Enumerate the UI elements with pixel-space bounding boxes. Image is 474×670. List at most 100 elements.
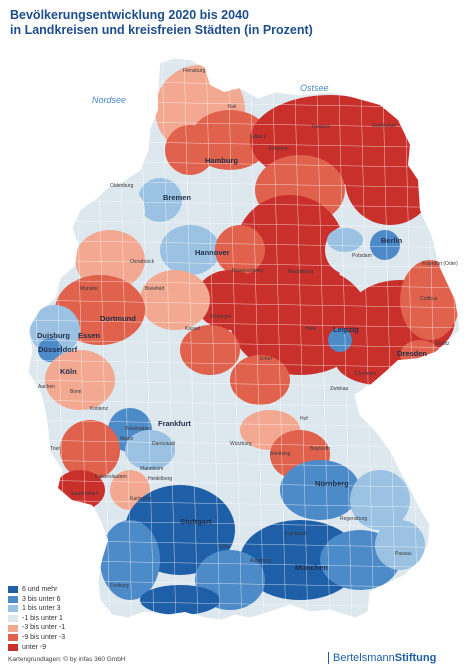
city-label-ulm: Ulm	[220, 544, 229, 550]
legend-item: -3 bis unter -1	[8, 623, 65, 633]
city-label-hof: Hof	[300, 416, 308, 422]
legend-item: 1 bis unter 3	[8, 604, 65, 614]
district-boundary	[28, 479, 460, 489]
region-zone	[75, 230, 145, 290]
city-label-chemnitz: Chemnitz	[355, 371, 377, 377]
city-label-nürnberg: Nürnberg	[315, 479, 349, 488]
region-zone	[400, 260, 460, 340]
city-label-lübeck: Lübeck	[250, 134, 267, 140]
legend-item: -1 bis unter 1	[8, 614, 65, 624]
city-label-dortmund: Dortmund	[100, 314, 136, 323]
legend-swatch	[8, 634, 18, 642]
city-label-freiburg: Freiburg	[110, 583, 129, 589]
legend-swatch	[8, 586, 18, 594]
city-label-darmstadt: Darmstadt	[152, 441, 176, 447]
city-label-kassel: Kassel	[185, 326, 200, 332]
district-boundary	[337, 58, 353, 620]
district-boundary	[28, 299, 460, 309]
sea-label-ostsee: Ostsee	[300, 83, 329, 93]
city-label-göttingen: Göttingen	[210, 314, 232, 320]
city-label-rostock: Rostock	[312, 124, 331, 130]
district-boundary	[28, 499, 460, 509]
region-zone	[370, 230, 400, 260]
city-label-bonn: Bonn	[70, 389, 82, 395]
district-boundary	[28, 199, 460, 209]
city-label-mannheim: Mannheim	[140, 466, 163, 472]
region-zone	[38, 338, 62, 362]
city-label-regensburg: Regensburg	[340, 516, 367, 522]
city-label-saarbrücken: Saarbrücken	[70, 491, 99, 497]
legend-label: -3 bis unter -1	[22, 624, 66, 632]
city-label-görlitz: Görlitz	[435, 341, 450, 347]
city-label-augsburg: Augsburg	[250, 558, 272, 564]
city-label-braunschweig: Braunschweig	[232, 268, 264, 274]
city-label-kaiserslautern: Kaiserslautern	[95, 474, 127, 480]
region-zone	[180, 450, 240, 490]
district-boundary	[359, 58, 375, 620]
legend-label: 6 und mehr	[22, 586, 58, 593]
city-label-erfurt: Erfurt	[260, 356, 273, 362]
district-boundary	[28, 619, 460, 620]
city-label-cottbus: Cottbus	[420, 296, 438, 302]
district-boundary	[28, 59, 460, 69]
city-label-frankfurt: Frankfurt	[158, 419, 191, 428]
district-boundary	[28, 239, 460, 249]
region-zone	[160, 225, 220, 275]
brand-part-2: Stiftung	[394, 652, 437, 664]
city-label-düsseldorf: Düsseldorf	[38, 345, 78, 354]
city-label-frankfurt-oder-: Frankfurt (Oder)	[422, 261, 458, 267]
city-label-hannover: Hannover	[195, 248, 230, 257]
region-zone	[345, 135, 435, 225]
city-label-bremen: Bremen	[163, 193, 191, 202]
sea-label-nordsee: Nordsee	[92, 95, 126, 105]
city-label-essen: Essen	[78, 331, 101, 340]
title-line-1: Bevölkerungsentwicklung 2020 bis 2040	[10, 8, 249, 22]
city-label-hamburg: Hamburg	[205, 156, 238, 165]
city-label-stuttgart: Stuttgart	[180, 517, 212, 526]
city-label-duisburg: Duisburg	[37, 331, 70, 340]
legend-item: unter -9	[8, 643, 65, 653]
city-label-greifswald: Greifswald	[372, 123, 396, 129]
legend-label: -9 bis unter -3	[22, 633, 66, 641]
district-boundary	[28, 339, 460, 349]
legend-label: 3 bis unter 6	[22, 595, 61, 603]
city-label-halle: Halle	[305, 326, 317, 332]
regions-layer	[27, 57, 461, 621]
region-zone	[240, 520, 360, 600]
city-label-potsdam: Potsdam	[352, 253, 372, 259]
city-label-zwickau: Zwickau	[330, 386, 349, 392]
city-label-osnabrück: Osnabrück	[130, 259, 155, 265]
title-line-2: in Landkreisen und kreisfreien Städten (…	[10, 23, 313, 37]
region-zone	[130, 340, 190, 400]
legend-label: -1 bis unter 1	[22, 614, 63, 622]
city-label-karlsruhe: Karlsruhe	[130, 496, 152, 502]
city-label-wiesbaden: Wiesbaden	[125, 426, 150, 432]
city-label-münchen: München	[295, 563, 328, 572]
district-boundary	[28, 319, 460, 329]
district-boundary	[28, 459, 460, 469]
legend-item: 3 bis unter 6	[8, 595, 65, 605]
city-label-berlin: Berlin	[381, 236, 403, 245]
legend: 6 und mehr 3 bis unter 6 1 bis unter 3 -1 b…	[8, 585, 65, 652]
city-label-leipzig: Leipzig	[333, 325, 359, 334]
city-label-flensburg: Flensburg	[183, 68, 205, 74]
district-boundary	[161, 58, 177, 620]
region-zone	[350, 470, 410, 530]
city-label-würzburg: Würzburg	[230, 441, 252, 447]
map-credit: Kartengrundlagen: © by infas 360 GmbH	[8, 656, 126, 663]
region-zone	[327, 228, 363, 252]
city-label-aachen: Aachen	[38, 384, 55, 390]
city-label-passau: Passau	[395, 551, 412, 557]
district-boundary	[183, 58, 199, 620]
city-label-trier: Trier	[50, 446, 60, 452]
region-zone	[230, 355, 290, 405]
city-label-münster: Münster	[80, 286, 98, 292]
legend-swatch	[8, 595, 18, 603]
city-label-bayreuth: Bayreuth	[310, 446, 330, 452]
city-label-mainz: Mainz	[120, 436, 134, 442]
region-zone	[180, 325, 240, 375]
map-title: Bevölkerungsentwicklung 2020 bis 2040 in…	[10, 8, 313, 38]
city-label-oldenburg: Oldenburg	[110, 183, 134, 189]
district-boundary	[28, 79, 460, 89]
region-zone	[215, 225, 265, 275]
